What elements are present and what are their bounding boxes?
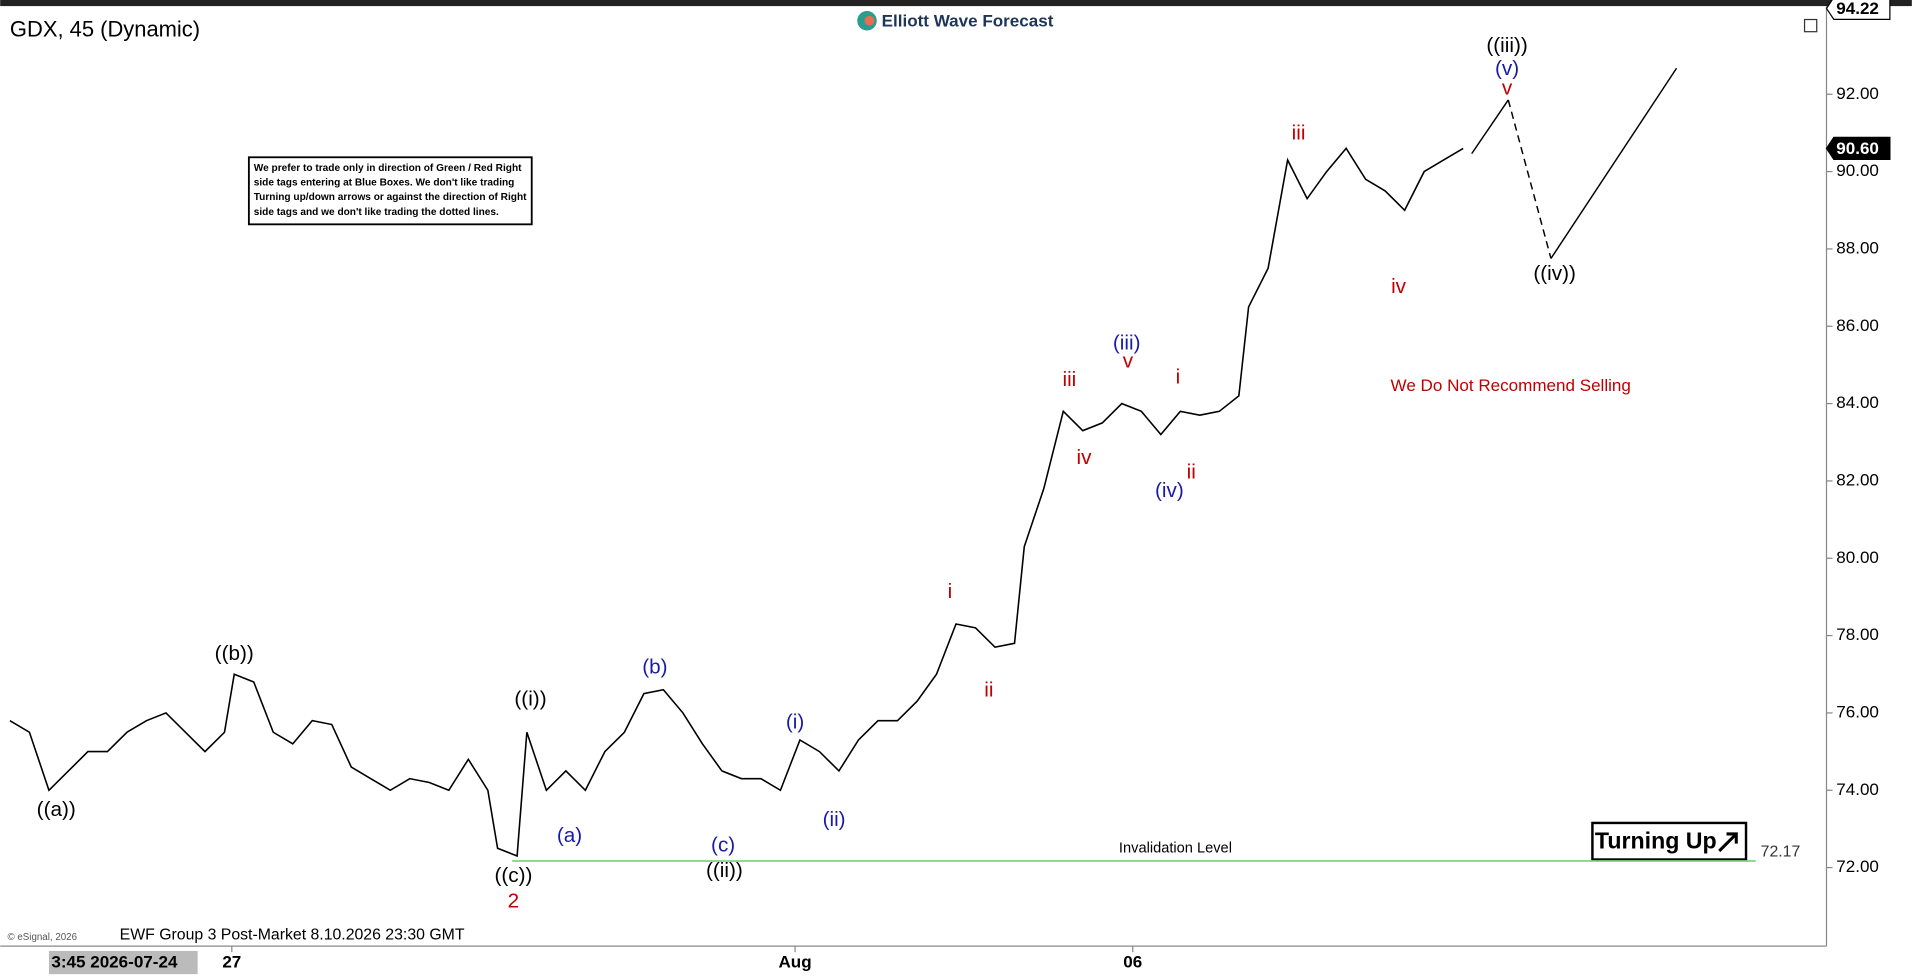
wave-label: (iv) — [1155, 479, 1184, 502]
wave-label: (b) — [642, 656, 667, 679]
projection — [1550, 67, 1678, 259]
wave-label: iii — [1062, 368, 1076, 391]
y-tick-label: 78.00 — [1836, 625, 1879, 644]
wave-label: ii — [984, 679, 993, 702]
y-tick-label: 80.00 — [1836, 548, 1879, 567]
x-tick-label: 27 — [222, 953, 241, 972]
y-tick-label: 82.00 — [1836, 470, 1879, 489]
top-bar — [0, 0, 1912, 7]
wave-label: ((iii)) — [1486, 34, 1527, 57]
wave-label: i — [1176, 365, 1181, 388]
price-line — [9, 147, 1464, 858]
wave-label: ((ii)) — [706, 859, 743, 882]
wave-label: (iii) — [1113, 331, 1141, 354]
projection — [1471, 99, 1509, 155]
price-tag — [1825, 136, 1891, 160]
button-label: Turning Up — [1595, 828, 1717, 854]
notice-line: side tags and we don't like trading the … — [254, 207, 499, 218]
wave-label: v — [1502, 76, 1513, 99]
notice-line: side tags entering at Blue Boxes. We don… — [254, 178, 515, 189]
wave-label: iv — [1391, 275, 1407, 298]
projection-dashed — [1507, 99, 1552, 259]
turning-up-button[interactable] — [1591, 821, 1748, 861]
wave-label: v — [1123, 350, 1134, 373]
notice-line: Turning up/down arrows or against the di… — [254, 192, 527, 203]
wave-label: ((iv)) — [1533, 262, 1576, 285]
price-tag-label: 94.22 — [1836, 0, 1879, 18]
copyright: © eSignal, 2026 — [7, 932, 77, 943]
y-tick-label: 84.00 — [1836, 393, 1879, 412]
wave-label: We Do Not Recommend Selling — [1391, 376, 1631, 395]
x-tick-label: 06 — [1123, 953, 1142, 972]
window-icon[interactable] — [1803, 18, 1818, 33]
cursor-box — [48, 950, 198, 975]
wave-label: 2 — [508, 890, 520, 913]
brand-box — [853, 7, 1061, 35]
y-tick-label: 90.00 — [1836, 161, 1879, 180]
y-tick-label: 92.00 — [1836, 84, 1879, 103]
y-tick-label: 86.00 — [1836, 316, 1879, 335]
brand-logo-inner — [864, 15, 875, 26]
brand: Elliott Wave Forecast — [882, 11, 1054, 30]
invalidation-value: 72.17 — [1761, 844, 1801, 861]
wave-label: ((b)) — [215, 642, 254, 665]
y-tick-label: 76.00 — [1836, 702, 1879, 721]
price-tag — [1825, 0, 1891, 20]
wave-label: iv — [1077, 446, 1093, 469]
chart-title: GDX, 45 (Dynamic) — [10, 16, 200, 41]
wave-label: ((i)) — [514, 687, 546, 710]
wave-label: ((a)) — [37, 798, 76, 821]
x-tick-label: Aug — [778, 953, 811, 972]
footer: EWF Group 3 Post-Market 8.10.2026 23:30 … — [120, 926, 465, 943]
y-tick-label: 72.00 — [1836, 857, 1879, 876]
wave-label: i — [948, 580, 953, 603]
wave-label: (c) — [711, 834, 735, 857]
wave-label: ii — [1187, 461, 1196, 484]
y-tick-label: 88.00 — [1836, 238, 1879, 257]
invalidation-label: Invalidation Level — [1119, 841, 1232, 857]
price-tag-label: 90.60 — [1836, 139, 1879, 158]
notice-line: We prefer to trade only in direction of … — [254, 163, 522, 174]
cursor-label: 3:45 2026-07-24 — [51, 953, 178, 972]
wave-label: ((c)) — [494, 864, 532, 887]
notice-box — [247, 156, 533, 226]
wave-label: (a) — [557, 824, 582, 847]
notice: We prefer to trade only in direction of … — [254, 163, 527, 218]
wave-label: (v) — [1495, 57, 1519, 80]
arrow-icon — [1718, 832, 1738, 853]
wave-label: iii — [1292, 122, 1306, 145]
y-tick-label: 74.00 — [1836, 780, 1879, 799]
wave-label: (ii) — [823, 808, 846, 831]
wave-label: (i) — [786, 710, 804, 733]
